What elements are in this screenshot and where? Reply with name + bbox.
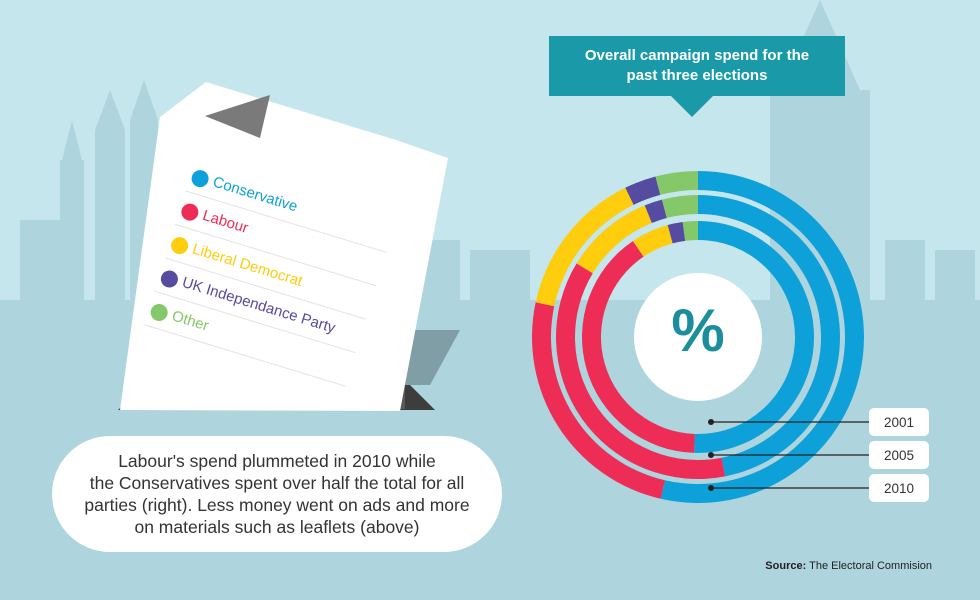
year-label-2001: 2001 [869,408,929,436]
year-label-2005: 2005 [869,441,929,469]
donut-slice-2005-liberal-democrat [576,205,652,274]
donut-chart [532,171,865,503]
donut-slice-2010-liberal-democrat [535,187,634,307]
chart-title-box: Overall campaign spend for the past thre… [549,36,845,96]
ballot-paper [120,82,448,411]
donut-slice-2001-uk-independance-party [667,222,686,244]
donut-slice-2010-other [655,171,698,195]
chart-title-line2: past three elections [626,67,768,84]
caption-line: the Conservatives spent over half the to… [89,473,465,493]
caption-line: Labour's spend plummeted in 2010 while [118,451,436,471]
chart-center-circle [634,273,762,401]
percent-symbol: % [671,297,725,364]
caption-line: on materials such as leaflets (above) [134,517,420,537]
donut-slice-2005-labour [556,263,726,479]
paper-fold [205,95,270,138]
source-prefix: Source: [765,560,807,572]
chart-title-line1: Overall campaign spend for the [584,47,810,64]
donut-slice-2001-other [682,221,698,241]
donut-slice-2001-conservative [694,221,814,453]
donut-slice-2001-labour [582,240,695,453]
donut-slice-2005-uk-independance-party [644,199,667,223]
title-pointer [670,95,714,117]
caption-bubble: Labour's spend plummeted in 2010 while t… [52,436,502,552]
year-leader-lines [708,419,869,491]
source-text: The Electoral Commision [809,560,932,572]
year-label-2010: 2010 [869,474,929,502]
donut-slice-2010-labour [532,302,665,499]
source-credit: Source: The Electoral Commision [765,560,932,572]
donut-slice-2001-liberal-democrat [632,225,673,257]
donut-slice-2005-conservative [698,195,840,477]
caption-line: parties (right). Less money went on ads … [84,495,470,515]
donut-slice-2010-uk-independance-party [625,176,661,205]
donut-slice-2005-other [661,195,698,219]
